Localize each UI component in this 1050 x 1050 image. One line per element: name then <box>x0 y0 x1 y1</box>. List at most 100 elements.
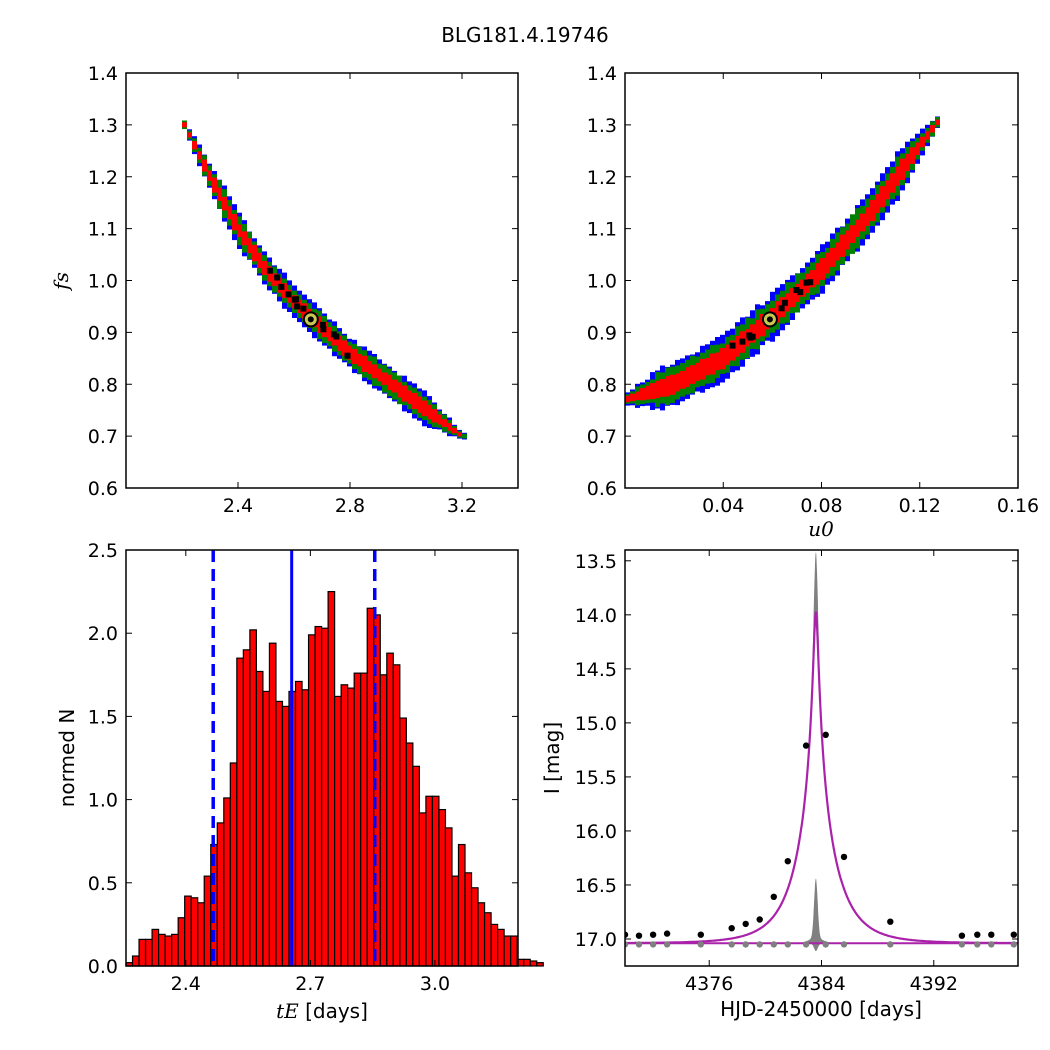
histogram-bar <box>268 642 277 967</box>
fs-tE-sigma1-cell <box>217 187 222 201</box>
fs-u0-ytick-label: 0.8 <box>587 374 617 396</box>
fs-tE-sigma1-cell <box>377 368 382 382</box>
histogram-bar <box>379 674 388 967</box>
histogram-bar <box>431 795 440 967</box>
light-curve-ytick-label: 14.5 <box>575 659 617 681</box>
fs-tE-sigma1-cell <box>417 396 422 413</box>
fs-tE-ytick-label: 0.9 <box>88 322 118 344</box>
fs-u0-sigma1-cell <box>930 125 935 133</box>
light-curve-xtick-label: 4376 <box>685 973 733 995</box>
histogram-bar <box>138 938 147 967</box>
fs-tE-mcmc-cell <box>274 274 281 281</box>
fs-tE-sigma1-cell <box>182 122 187 128</box>
light-curve-ytick-label: 13.5 <box>575 551 617 573</box>
fs-tE-ytick-label: 0.8 <box>88 374 118 396</box>
fs-tE-sigma1-cell <box>237 224 242 238</box>
residual-point <box>728 941 735 948</box>
tE-histogram-ytick-label: 1.5 <box>88 706 118 728</box>
histogram-bar <box>477 902 486 967</box>
fs-u0-ticks: 0.04 0.08 0.12 0.16 0.6 0.7 0.8 0.9 1.0 1.1 1.2 1.3… <box>587 63 1039 517</box>
fs-u0-sigma1-cell <box>865 207 870 226</box>
fs-u0-sigma1-cell <box>800 279 805 297</box>
tE-histogram-ytick-label: 2.0 <box>88 623 118 645</box>
fs-u0-sigma1-cell <box>750 324 755 343</box>
histogram-bar <box>236 657 244 967</box>
histogram-bar <box>281 705 290 967</box>
fs-u0-mcmc-cell <box>749 333 756 340</box>
tE-histogram-ytick-label: 0.0 <box>88 956 118 978</box>
fs-u0-xlabel: u0 <box>808 517 834 541</box>
fs-u0-sigma1-cell <box>670 374 675 395</box>
fs-u0-sigma1-cell <box>910 147 915 164</box>
fs-u0-sigma1-cell <box>625 395 630 403</box>
histogram-bar <box>451 875 460 967</box>
fs-tE-sigma1-cell <box>402 385 407 402</box>
fs-u0-sigma1-cell <box>850 225 855 243</box>
data-point <box>742 920 749 928</box>
fs-tE-mcmc-cell <box>319 321 326 328</box>
residual-point <box>742 941 749 948</box>
fs-u0-sigma1-cell <box>890 173 895 193</box>
histogram-bar <box>457 843 466 967</box>
histogram-bar <box>320 627 329 967</box>
fs-tE-mcmc-cell <box>278 283 285 290</box>
fs-tE-mcmc-cell <box>294 303 301 310</box>
histogram-bar <box>366 607 375 967</box>
fs-u0-sigma1-cell <box>710 353 715 375</box>
histogram-bar <box>184 895 192 967</box>
tE-histogram-xtick-label: 2.7 <box>295 973 325 995</box>
fs-u0-sigma1-cell <box>860 213 865 232</box>
fs-tE-ytick-label: 1.0 <box>88 271 118 293</box>
fs-tE-sigma1-cell <box>452 427 457 434</box>
fs-tE-ticks: 2.4 2.8 3.2 0.6 0.7 0.8 0.9 1.0 1.1 1.2 1.3 1.4 <box>88 63 518 517</box>
fs-u0-sigma1-cell <box>920 136 925 148</box>
residual-point <box>822 941 829 948</box>
fs-tE-sigma1-cell <box>367 361 372 374</box>
fs-tE-sigma1-cell <box>412 392 417 409</box>
fs-u0-best-fit-inner <box>766 316 773 323</box>
fs-u0-mcmc-cell <box>729 342 736 349</box>
fs-u0-sigma1-cell <box>820 258 825 280</box>
histogram-bar <box>249 629 257 967</box>
fs-u0-ytick-label: 1.3 <box>587 115 617 137</box>
histogram-bar <box>190 897 199 967</box>
fs-tE-sigma1-cell <box>267 266 272 282</box>
fs-tE-best-fit-marker <box>302 311 319 328</box>
fs-u0-ytick-label: 1.1 <box>587 219 617 241</box>
histogram-bar <box>171 933 179 967</box>
fs-u0-mcmc-cell <box>778 305 785 312</box>
residual-point <box>887 941 894 948</box>
fs-u0-sigma1-cell <box>915 142 920 155</box>
residual-point <box>1010 941 1017 948</box>
histogram-bar <box>340 684 349 967</box>
fs-tE-sigma1-cell <box>197 151 202 160</box>
fs-tE-ytick-label: 1.3 <box>88 115 118 137</box>
panel-fs-vs-tE: 2.4 2.8 3.2 0.6 0.7 0.8 0.9 1.0 1.1 1.2 1.3 1.4 fs <box>49 63 519 517</box>
fs-tE-mcmc-cell <box>285 291 292 298</box>
light-curve-ytick-label: 15.0 <box>575 713 617 735</box>
fs-tE-ylabel-main: fs <box>49 272 73 292</box>
light-curve-ytick-label: 15.5 <box>575 767 617 789</box>
data-point <box>802 742 810 749</box>
fs-u0-sigma1-cell <box>790 288 795 308</box>
fs-tE-sigma1-cell <box>397 382 402 398</box>
fs-u0-sigma1-cell <box>660 379 665 397</box>
fs-u0-sigma1-cell <box>775 301 780 323</box>
tE-histogram-ytick-label: 1.0 <box>88 790 118 812</box>
fs-u0-sigma1-cell <box>895 166 900 186</box>
fs-u0-sigma1-cell <box>925 131 930 140</box>
fs-tE-sigma1-cell <box>422 400 427 417</box>
tE-histogram-ytick-label: 2.5 <box>88 540 118 562</box>
tE-histogram-lines <box>211 550 377 966</box>
fs-tE-sigma2-cell <box>462 433 467 439</box>
fs-u0-sigma1-cell <box>845 230 850 250</box>
fs-tE-mcmc-cell <box>291 296 298 303</box>
fs-u0-sigma1-cell <box>630 393 635 402</box>
residual-point <box>802 941 810 948</box>
tE-histogram-xlabel-unit: [days] <box>299 999 368 1023</box>
model-curve <box>625 611 1018 945</box>
fs-tE-sigma1-cell <box>317 316 322 334</box>
histogram-bar <box>438 808 447 967</box>
fs-u0-sigma1-cell <box>650 383 655 400</box>
fs-tE-sigma1-cell <box>187 132 192 138</box>
